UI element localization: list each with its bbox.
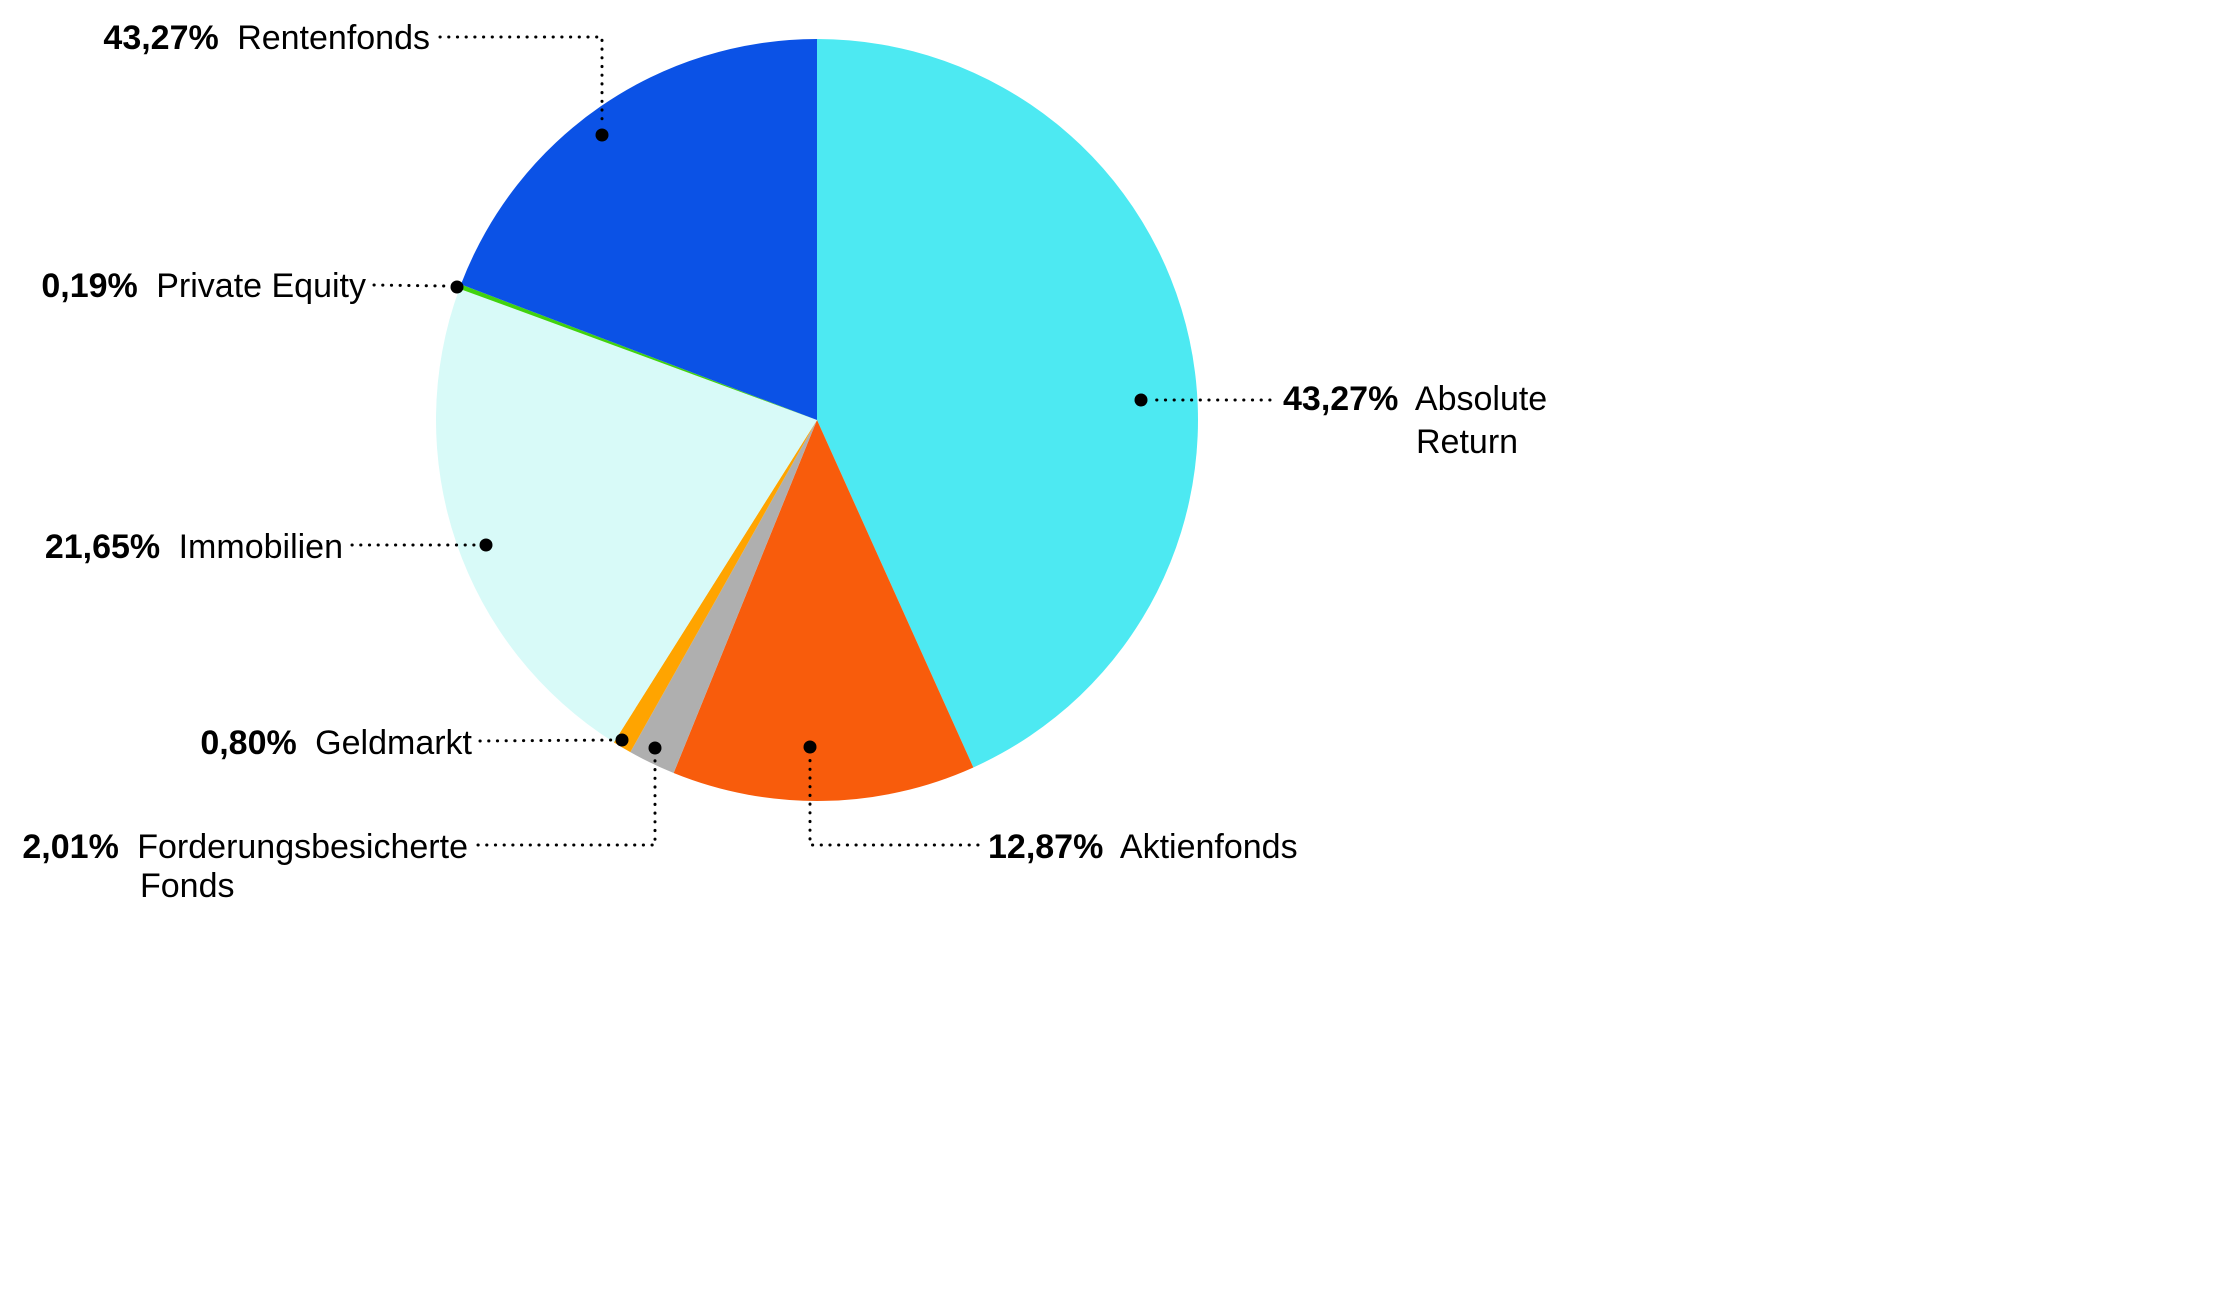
callout-labels: 43,27% Rentenfonds 0,19% Private Equity … xyxy=(22,19,1547,905)
dot-rentenfonds xyxy=(595,128,609,142)
leader-rentenfonds xyxy=(438,35,604,128)
label-forderung-name1: Forderungsbesicherte xyxy=(137,828,468,866)
label-immobilien: 21,65% Immobilien xyxy=(45,528,343,566)
label-forderung-line1: 2,01% Forderungsbesicherte xyxy=(22,828,468,866)
label-absolute-return-line1: 43,27% Absolute xyxy=(1283,380,1547,418)
label-forderung-line2: Fonds xyxy=(140,867,235,905)
label-private-equity: 0,19% Private Equity xyxy=(41,267,366,305)
label-immobilien-pct: 21,65% xyxy=(45,528,160,566)
label-absolute-return-name2: Return xyxy=(1416,423,1518,461)
dot-aktienfonds xyxy=(803,740,817,754)
pie-slice-geldmarkt xyxy=(613,420,817,753)
label-private-equity-name: Private Equity xyxy=(156,267,366,305)
label-absolute-return-name1: Absolute xyxy=(1415,380,1547,418)
label-forderung-pct: 2,01% xyxy=(22,828,118,866)
leader-geldmarkt xyxy=(478,738,613,743)
leader-dots xyxy=(450,128,1148,755)
label-rentenfonds-name: Rentenfonds xyxy=(237,19,430,57)
label-forderung-name2: Fonds xyxy=(140,867,235,905)
label-geldmarkt: 0,80% Geldmarkt xyxy=(200,724,472,762)
pie-slice-rentenfonds xyxy=(460,39,817,420)
leader-lines xyxy=(350,35,1272,847)
label-rentenfonds-pct: 43,27% xyxy=(103,19,218,57)
label-immobilien-name: Immobilien xyxy=(179,528,343,566)
pie-slice-forderungsbesicherte-fonds xyxy=(630,420,817,773)
leader-aktienfonds xyxy=(808,755,980,847)
pie xyxy=(435,39,1198,802)
dot-immobilien xyxy=(479,538,493,552)
label-geldmarkt-name: Geldmarkt xyxy=(315,724,472,762)
pie-slice-immobilien xyxy=(435,288,817,743)
label-private-equity-pct: 0,19% xyxy=(41,267,137,305)
dot-absolute-return xyxy=(1134,393,1148,407)
dot-geldmarkt xyxy=(615,733,629,747)
pie-slice-aktienfonds xyxy=(673,420,974,802)
dot-private-equity xyxy=(450,280,464,294)
label-aktienfonds: 12,87% Aktienfonds xyxy=(988,828,1298,866)
label-geldmarkt-pct: 0,80% xyxy=(200,724,296,762)
label-aktienfonds-name: Aktienfonds xyxy=(1120,828,1298,866)
label-absolute-return-pct: 43,27% xyxy=(1283,380,1398,418)
label-absolute-return-line2: Return xyxy=(1416,423,1518,461)
label-aktienfonds-pct: 12,87% xyxy=(988,828,1103,866)
pie-slice-private-equity xyxy=(459,284,817,420)
pie-slice-absolute-return xyxy=(817,39,1198,768)
leader-forderung xyxy=(476,756,657,847)
leader-private-equity xyxy=(372,283,449,288)
label-rentenfonds: 43,27% Rentenfonds xyxy=(103,19,430,57)
dot-forderung xyxy=(648,741,662,755)
